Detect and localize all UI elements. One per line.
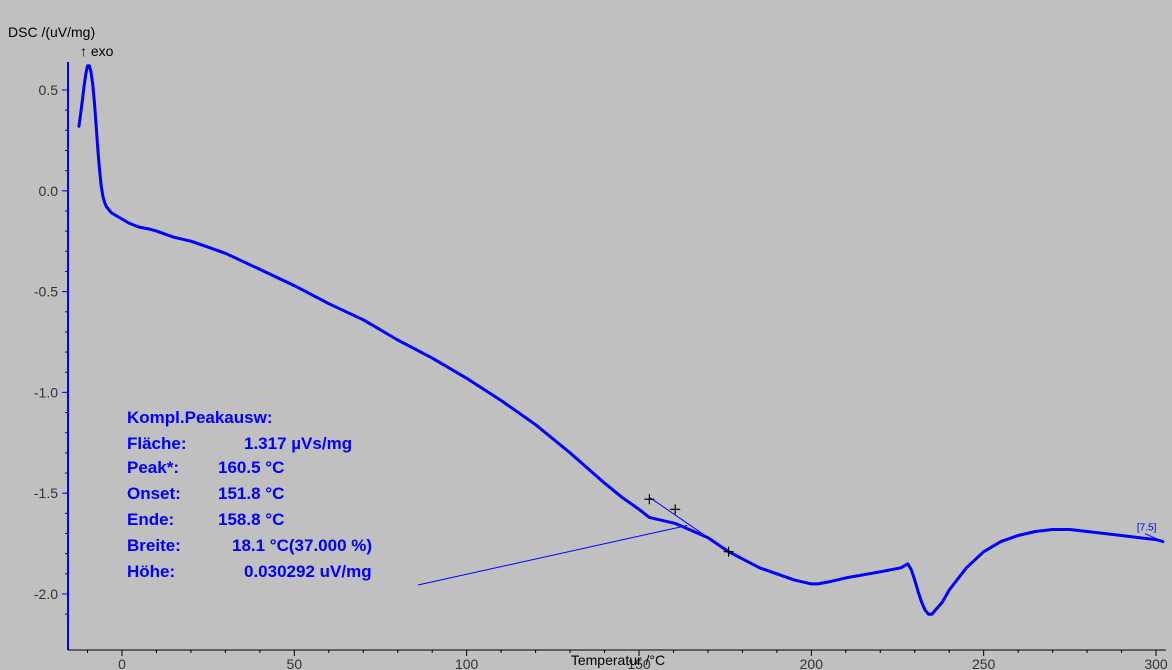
- annotation-label-width: Breite:: [127, 536, 181, 555]
- y-tick-label: -0.5: [34, 284, 58, 300]
- x-tick-label: 50: [287, 656, 303, 670]
- x-axis-title: Temperatur /°C: [571, 652, 665, 668]
- x-tick-label: 200: [800, 656, 824, 670]
- end-marker-label: [7.5]: [1137, 523, 1157, 534]
- markers-layer: [644, 494, 734, 557]
- annotation-label-area: Fläche:: [127, 434, 187, 453]
- annotation-value-height: 0.030292 uV/mg: [244, 562, 372, 581]
- y-tick-label: -1.5: [34, 485, 58, 501]
- annotation-value-peak: 160.5 °C: [218, 458, 284, 477]
- y-tick-label: 0.0: [39, 183, 59, 199]
- annotation-value-onset: 151.8 °C: [218, 484, 284, 503]
- exo-label: ↑ exo: [80, 43, 114, 59]
- peak-marker: [723, 546, 734, 557]
- peak-marker: [644, 494, 655, 505]
- x-tick-label: 250: [972, 656, 996, 670]
- peak-marker: [670, 504, 681, 515]
- annotation-label-height: Höhe:: [127, 562, 175, 581]
- annotation-value-end: 158.8 °C: [218, 510, 284, 529]
- y-tick-label: 0.5: [39, 82, 59, 98]
- x-tick-label: 100: [455, 656, 479, 670]
- peak-annotation: Kompl.Peakausw: Fläche: 1.317 µVs/mg Pea…: [127, 408, 372, 581]
- ticks-layer: 0.5 0.0 -0.5 -1.0 -1.5 -2.0 0 50 100 150 200 250 300: [34, 82, 1168, 670]
- y-tick-label: -2.0: [34, 586, 58, 602]
- y-axis-title: DSC /(uV/mg): [8, 24, 95, 40]
- end-marker-leader: [1144, 533, 1164, 543]
- y-tick-label: -1.0: [34, 384, 58, 400]
- x-tick-label: 0: [118, 656, 126, 670]
- dsc-curve: [77, 64, 1165, 616]
- annotation-value-width: 18.1 °C(37.000 %): [232, 536, 372, 555]
- series-layer: [77, 64, 1165, 616]
- x-tick-label: 300: [1144, 656, 1168, 670]
- annotation-title: Kompl.Peakausw:: [127, 408, 273, 427]
- x-tick-label: 150: [627, 656, 651, 670]
- annotation-label-end: Ende:: [127, 510, 174, 529]
- annotation-label-onset: Onset:: [127, 484, 181, 503]
- annotation-label-peak: Peak*:: [127, 458, 179, 477]
- annotation-leader-line: [417, 524, 688, 586]
- annotation-value-area: 1.317 µVs/mg: [244, 434, 352, 453]
